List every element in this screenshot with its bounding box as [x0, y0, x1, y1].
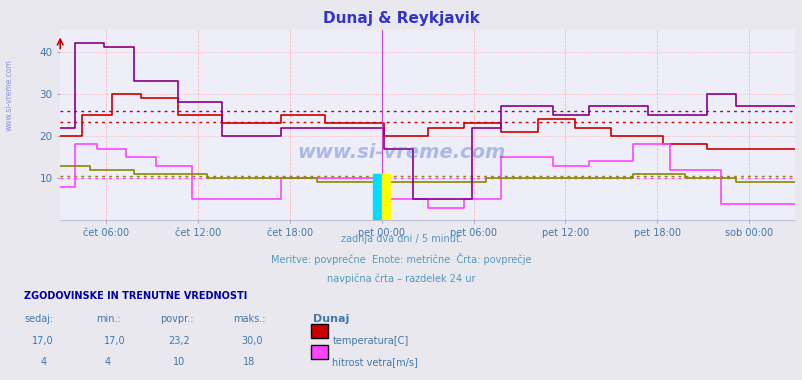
Text: www.si-vreme.com: www.si-vreme.com	[297, 142, 505, 162]
Text: zadnja dva dni / 5 minut.: zadnja dva dni / 5 minut.	[340, 234, 462, 244]
Text: 4: 4	[40, 357, 47, 367]
Text: 17,0: 17,0	[32, 336, 54, 346]
Text: Dunaj: Dunaj	[313, 314, 349, 324]
Text: ZGODOVINSKE IN TRENUTNE VREDNOSTI: ZGODOVINSKE IN TRENUTNE VREDNOSTI	[24, 291, 247, 301]
Text: povpr.:: povpr.:	[160, 314, 194, 324]
Text: hitrost vetra[m/s]: hitrost vetra[m/s]	[332, 357, 418, 367]
Text: Meritve: povprečne  Enote: metrične  Črta: povprečje: Meritve: povprečne Enote: metrične Črta:…	[271, 253, 531, 266]
Bar	[372, 174, 381, 220]
Text: 18: 18	[242, 357, 254, 367]
Text: 4: 4	[104, 357, 111, 367]
Bar	[381, 174, 390, 220]
Text: maks.:: maks.:	[233, 314, 265, 324]
Text: 10: 10	[172, 357, 184, 367]
Text: min.:: min.:	[96, 314, 121, 324]
Text: 17,0: 17,0	[104, 336, 126, 346]
Text: sedaj:: sedaj:	[24, 314, 53, 324]
Text: Dunaj & Reykjavik: Dunaj & Reykjavik	[322, 11, 480, 26]
Text: www.si-vreme.com: www.si-vreme.com	[5, 59, 14, 131]
Text: 30,0: 30,0	[241, 336, 262, 346]
Text: navpična črta – razdelek 24 ur: navpična črta – razdelek 24 ur	[327, 273, 475, 284]
Text: temperatura[C]: temperatura[C]	[332, 336, 408, 346]
Text: 23,2: 23,2	[168, 336, 190, 346]
